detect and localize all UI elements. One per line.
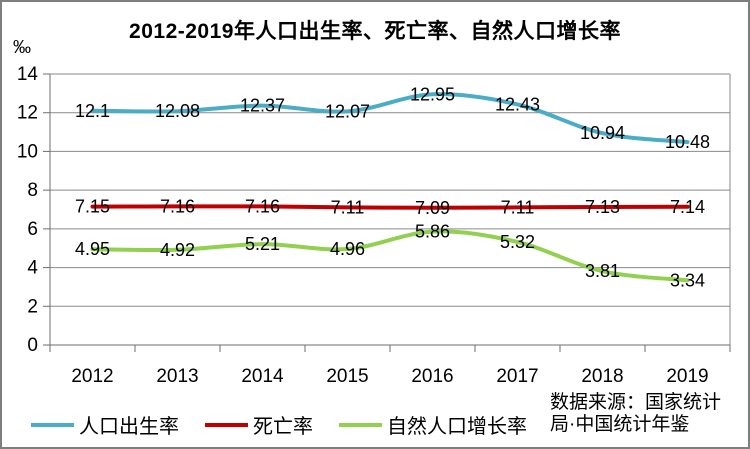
y-tick-label: 2 (27, 296, 38, 317)
y-tick-label: 8 (27, 180, 38, 201)
y-tick-label: 12 (17, 103, 38, 124)
x-tick-label: 2018 (581, 366, 623, 387)
series-line-2 (90, 229, 690, 283)
data-label-series-2: 3.34 (670, 270, 705, 290)
y-tick-label: 10 (17, 141, 38, 162)
legend-item-death-rate: 死亡率 (205, 410, 313, 439)
legend-label-birth-rate: 人口出生率 (79, 416, 179, 438)
x-tick-label: 2014 (241, 366, 284, 387)
data-label-series-1: 7.09 (415, 198, 450, 218)
legend-item-birth-rate: 人口出生率 (31, 410, 179, 439)
data-label-series-2: 5.86 (415, 222, 450, 242)
natural-growth-line-icon (339, 422, 382, 427)
source-note-line2: 局·中国统计年鉴 (550, 414, 690, 435)
data-label-series-1: 7.11 (331, 197, 365, 217)
death-rate-line-icon (205, 422, 248, 427)
data-label-series-1: 7.16 (245, 196, 280, 216)
series-line-1 (90, 204, 690, 210)
source-note: 数据来源：国家统计 局·中国统计年鉴 (550, 392, 748, 436)
data-label-series-0: 12.37 (240, 96, 285, 116)
y-axis-unit-label: ‰ (13, 37, 31, 57)
data-label-series-0: 12.08 (155, 101, 200, 121)
x-tick-label: 2017 (496, 366, 538, 387)
data-label-series-1: 7.11 (501, 197, 535, 217)
chart-title: 2012-2019年人口出生率、死亡率、自然人口增长率 (129, 20, 621, 43)
data-label-series-2: 5.21 (245, 234, 280, 254)
series-line-0 (90, 92, 690, 145)
birth-rate-line-icon (31, 422, 74, 427)
data-label-series-2: 4.92 (160, 240, 195, 260)
data-label-series-0: 12.1 (75, 101, 110, 121)
legend: 人口出生率 死亡率 自然人口增长率 (31, 410, 553, 439)
data-label-series-2: 3.81 (585, 261, 620, 281)
legend-label-death-rate: 死亡率 (253, 416, 313, 438)
data-label-series-0: 12.07 (325, 101, 370, 121)
data-label-series-1: 7.15 (75, 197, 110, 217)
x-tick-label: 2013 (156, 366, 198, 387)
y-tick-label: 0 (27, 335, 38, 356)
data-label-series-0: 12.95 (410, 84, 455, 104)
data-label-series-2: 5.32 (500, 232, 535, 252)
data-label-series-0: 12.43 (495, 94, 540, 114)
source-note-line1: 数据来源：国家统计 (550, 392, 722, 413)
data-label-series-2: 4.95 (75, 239, 110, 259)
y-tick-label: 14 (17, 64, 39, 85)
data-label-series-1: 7.14 (670, 197, 705, 217)
data-label-series-0: 10.48 (665, 132, 710, 152)
x-tick-label: 2015 (326, 366, 368, 387)
x-tick-label: 2016 (411, 366, 453, 387)
x-tick-label: 2019 (666, 366, 708, 387)
y-tick-label: 6 (27, 219, 38, 240)
x-tick-label: 2012 (71, 366, 113, 387)
data-label-series-2: 4.96 (330, 239, 365, 259)
legend-label-natural-growth-rate: 自然人口增长率 (387, 416, 527, 438)
data-label-series-1: 7.16 (160, 196, 195, 216)
data-label-series-1: 7.13 (585, 197, 620, 217)
y-tick-label: 4 (27, 258, 38, 279)
legend-item-natural-growth-rate: 自然人口增长率 (339, 410, 527, 439)
data-label-series-0: 10.94 (580, 123, 625, 143)
